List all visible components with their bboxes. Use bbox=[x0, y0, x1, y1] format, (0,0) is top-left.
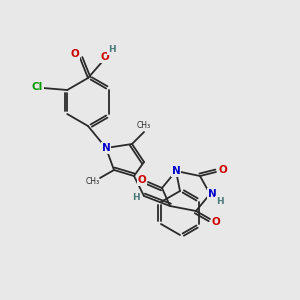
Text: CH₃: CH₃ bbox=[86, 176, 100, 185]
Text: CH₃: CH₃ bbox=[137, 121, 151, 130]
Text: H: H bbox=[132, 194, 140, 202]
Text: O: O bbox=[70, 49, 80, 59]
Text: O: O bbox=[212, 217, 220, 227]
Text: O: O bbox=[219, 165, 227, 175]
Text: N: N bbox=[208, 189, 216, 199]
Text: N: N bbox=[172, 166, 180, 176]
Text: N: N bbox=[102, 143, 110, 153]
Text: Cl: Cl bbox=[32, 82, 43, 92]
Text: H: H bbox=[108, 46, 116, 55]
Text: H: H bbox=[216, 196, 224, 206]
Text: O: O bbox=[138, 175, 146, 185]
Text: O: O bbox=[100, 52, 109, 62]
